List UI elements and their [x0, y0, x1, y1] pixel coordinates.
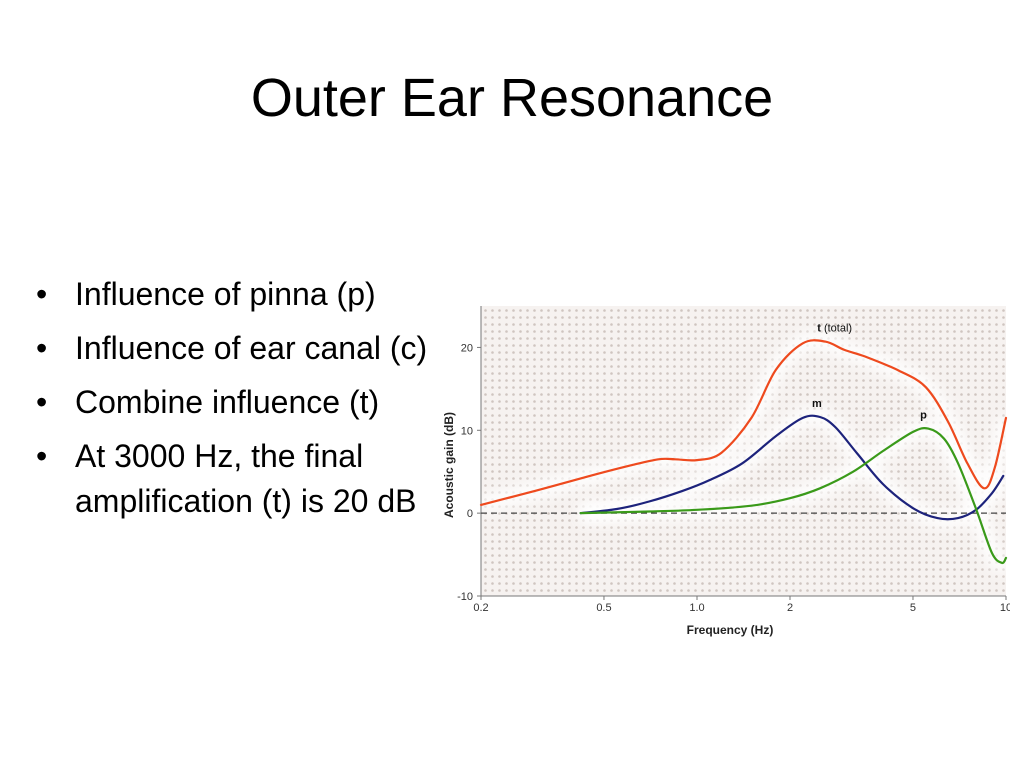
series-label-p: p	[920, 410, 927, 422]
slide-title: Outer Ear Resonance	[250, 68, 774, 128]
bullet-item: Influence of ear canal (c)	[30, 326, 440, 371]
y-tick-label: 0	[467, 508, 473, 520]
bullet-item: At 3000 Hz, the final amplification (t) …	[30, 434, 440, 524]
x-axis-label: Frequency (Hz)	[687, 623, 774, 637]
x-tick-label: 0.5	[596, 602, 611, 614]
y-tick-label: -10	[457, 591, 473, 603]
x-tick-label: 1.0	[689, 602, 704, 614]
x-tick-label: 2	[787, 602, 793, 614]
y-tick-label: 20	[461, 342, 473, 354]
y-tick-label: 10	[461, 425, 473, 437]
bullet-item: Influence of pinna (p)	[30, 272, 440, 317]
axes: -10 0 10 20 0.2 0.5 1.0 2 5 10	[457, 306, 1010, 614]
plot-background	[481, 306, 1006, 596]
series-label-m: m	[812, 398, 822, 410]
series-labels: t (total) m p	[812, 323, 927, 422]
bullet-list: Influence of pinna (p) Influence of ear …	[30, 272, 440, 533]
series-label-t: t (total)	[817, 323, 852, 335]
series-line-m	[579, 414, 1005, 521]
x-tick-label: 10	[1000, 602, 1010, 614]
series-lines	[479, 339, 1008, 565]
bullet-item: Combine influence (t)	[30, 380, 440, 425]
y-axis-label: Acoustic gain (dB)	[442, 412, 456, 518]
x-tick-label: 5	[910, 602, 916, 614]
acoustic-gain-chart: -10 0 10 20 0.2 0.5 1.0 2 5 10 t (total) m p Freque…	[442, 306, 1010, 637]
plot-texture	[481, 306, 1006, 596]
series-line-t	[479, 339, 1008, 506]
x-tick-label: 0.2	[473, 602, 488, 614]
series-line-p	[579, 427, 1008, 565]
